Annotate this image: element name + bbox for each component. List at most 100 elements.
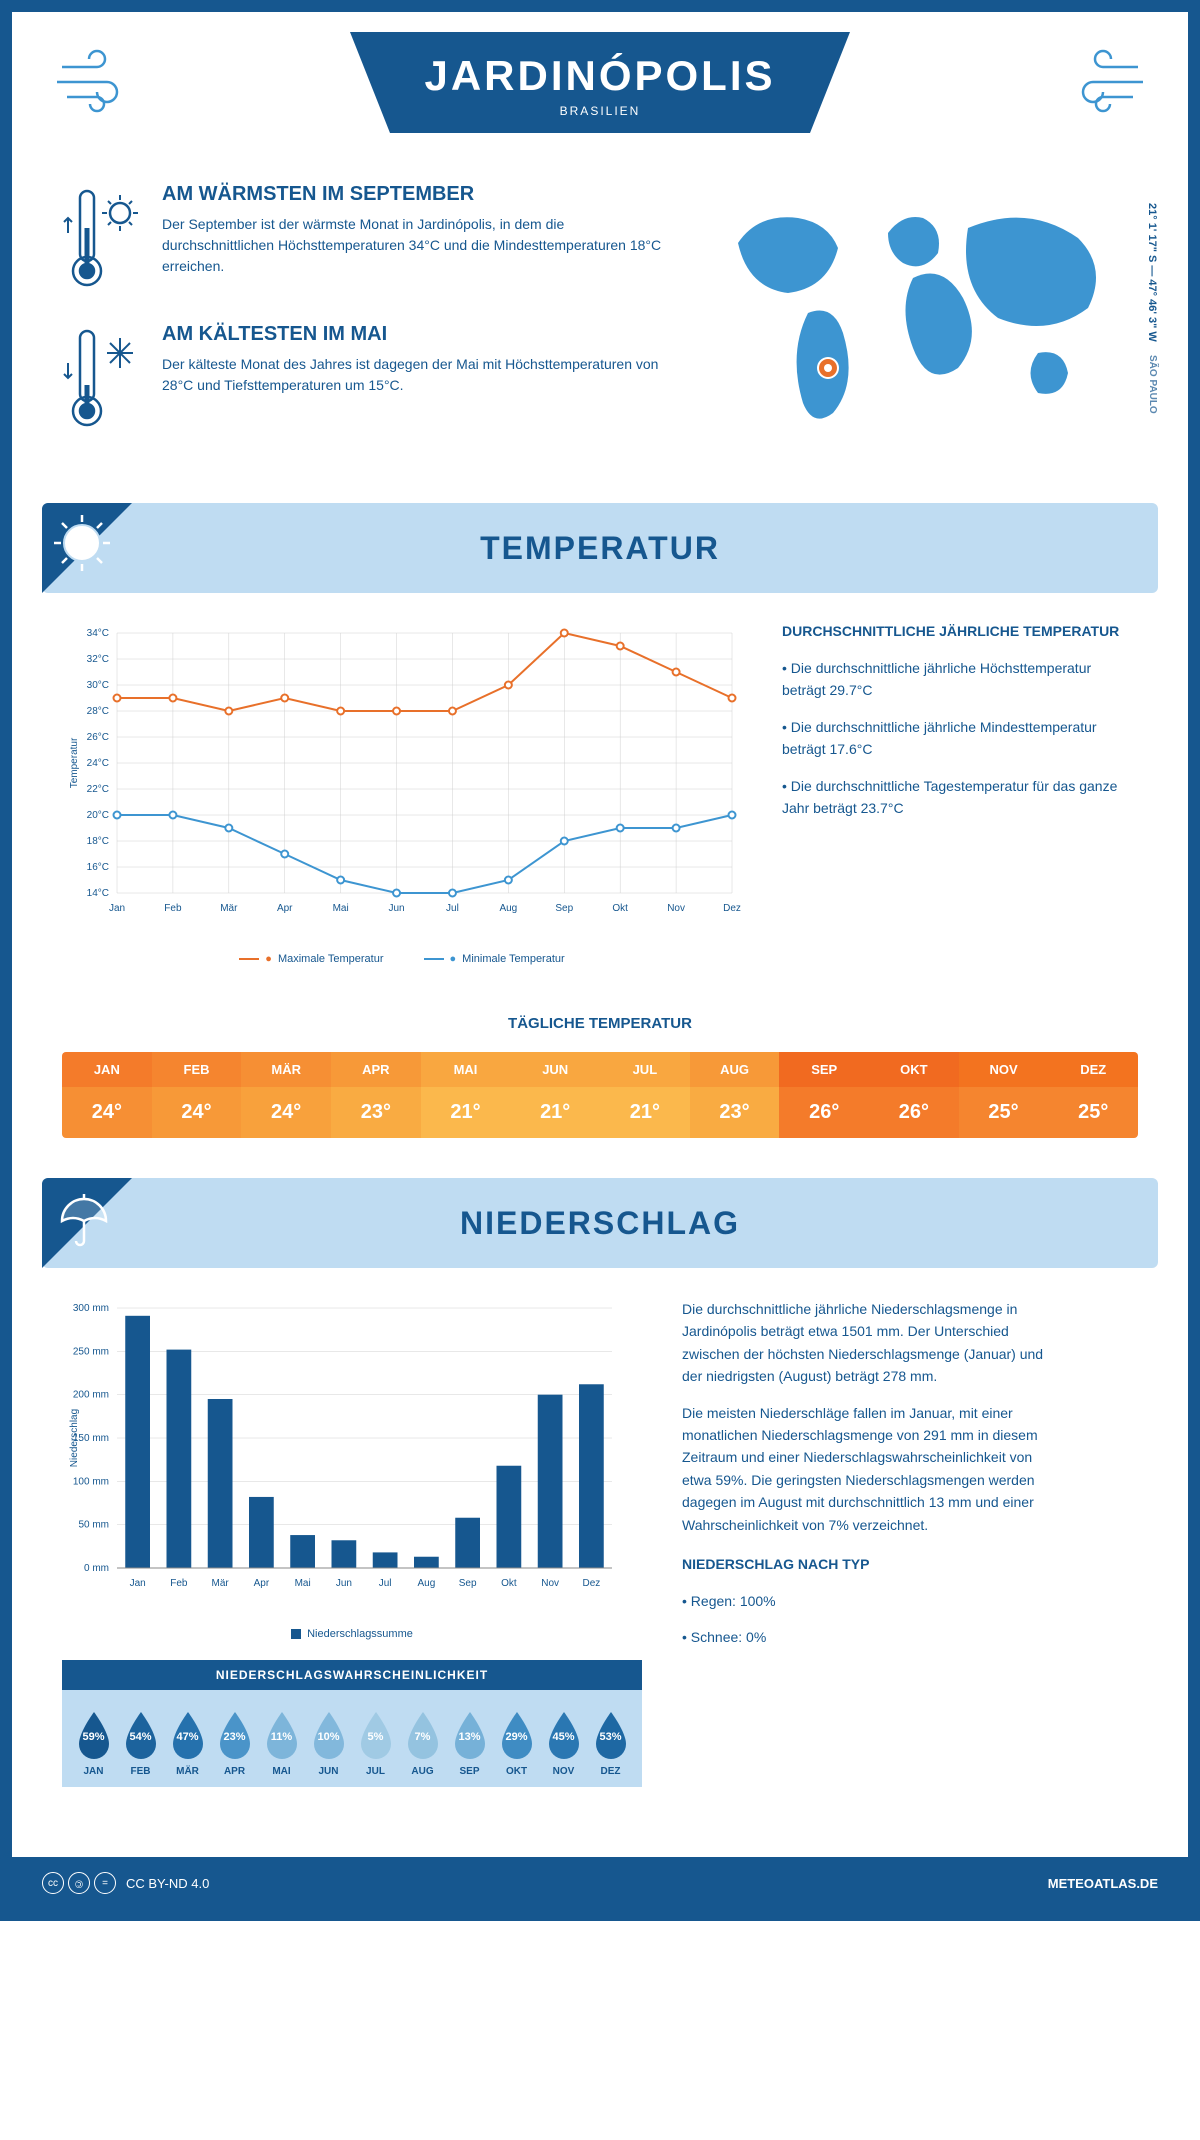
daily-col: MAI21° bbox=[421, 1052, 511, 1138]
precip-type-bullet: • Regen: 100% bbox=[682, 1590, 1062, 1612]
footer: cc 🄯 = CC BY-ND 4.0 METEOATLAS.DE bbox=[12, 1857, 1188, 1909]
svg-text:32°C: 32°C bbox=[87, 654, 109, 665]
nd-icon: = bbox=[94, 1872, 116, 1894]
svg-text:34°C: 34°C bbox=[87, 628, 109, 639]
svg-text:14°C: 14°C bbox=[87, 888, 109, 899]
temp-side: DURCHSCHNITTLICHE JÄHRLICHE TEMPERATUR •… bbox=[782, 623, 1138, 965]
coldest-desc: Der kälteste Monat des Jahres ist dagege… bbox=[162, 354, 668, 396]
svg-text:Feb: Feb bbox=[170, 1578, 188, 1589]
coordinates: 21° 1' 17" S — 47° 46' 3" W SÃO PAULO bbox=[1146, 203, 1158, 414]
drop-item: 59%JAN bbox=[70, 1708, 117, 1777]
wind-icon bbox=[52, 42, 152, 122]
svg-text:Temperatur: Temperatur bbox=[69, 737, 80, 788]
daily-col: JUL21° bbox=[600, 1052, 690, 1138]
country-subtitle: BRASILIEN bbox=[410, 104, 790, 118]
info-left: AM WÄRMSTEN IM SEPTEMBER Der September i… bbox=[62, 183, 668, 463]
daily-col: JUN21° bbox=[510, 1052, 600, 1138]
svg-text:Dez: Dez bbox=[723, 903, 741, 914]
svg-text:Aug: Aug bbox=[499, 903, 517, 914]
umbrella-icon bbox=[50, 1186, 115, 1251]
svg-text:18°C: 18°C bbox=[87, 836, 109, 847]
svg-text:Jan: Jan bbox=[130, 1578, 146, 1589]
temp-title: TEMPERATUR bbox=[480, 530, 720, 567]
precip-type-title: NIEDERSCHLAG NACH TYP bbox=[682, 1556, 1062, 1572]
svg-text:30°C: 30°C bbox=[87, 680, 109, 691]
svg-text:Feb: Feb bbox=[164, 903, 182, 914]
svg-text:Nov: Nov bbox=[667, 903, 685, 914]
svg-text:100 mm: 100 mm bbox=[73, 1476, 109, 1487]
daily-col: NOV25° bbox=[959, 1052, 1049, 1138]
svg-text:24°C: 24°C bbox=[87, 758, 109, 769]
temp-bullet: • Die durchschnittliche jährliche Höchst… bbox=[782, 657, 1138, 702]
svg-text:Jun: Jun bbox=[388, 903, 404, 914]
daily-col: AUG23° bbox=[690, 1052, 780, 1138]
svg-text:200 mm: 200 mm bbox=[73, 1390, 109, 1401]
precip-title: NIEDERSCHLAG bbox=[460, 1205, 740, 1242]
precip-para: Die durchschnittliche jährliche Niedersc… bbox=[682, 1298, 1062, 1388]
drop-item: 53%DEZ bbox=[587, 1708, 634, 1777]
svg-text:Okt: Okt bbox=[501, 1578, 517, 1589]
precip-side: Die durchschnittliche jährliche Niedersc… bbox=[682, 1298, 1062, 1807]
daily-col: OKT26° bbox=[869, 1052, 959, 1138]
coldest-text: AM KÄLTESTEN IM MAI Der kälteste Monat d… bbox=[162, 323, 668, 433]
precip-legend: Niederschlagssumme bbox=[62, 1628, 642, 1640]
svg-text:Apr: Apr bbox=[277, 903, 293, 914]
svg-text:28°C: 28°C bbox=[87, 706, 109, 717]
daily-temp-table: JAN24°FEB24°MÄR24°APR23°MAI21°JUN21°JUL2… bbox=[62, 1052, 1138, 1138]
svg-text:0 mm: 0 mm bbox=[84, 1563, 109, 1574]
svg-text:Jan: Jan bbox=[109, 903, 125, 914]
legend-max: Maximale Temperatur bbox=[278, 953, 384, 965]
license: cc 🄯 = CC BY-ND 4.0 bbox=[42, 1872, 209, 1894]
warmest-title: AM WÄRMSTEN IM SEPTEMBER bbox=[162, 183, 668, 206]
precip-prob-title: NIEDERSCHLAGSWAHRSCHEINLICHKEIT bbox=[62, 1660, 642, 1690]
top-info-row: AM WÄRMSTEN IM SEPTEMBER Der September i… bbox=[12, 163, 1188, 483]
precip-para: Die meisten Niederschläge fallen im Janu… bbox=[682, 1402, 1062, 1536]
svg-text:Mai: Mai bbox=[295, 1578, 311, 1589]
precip-chart-section: 0 mm50 mm100 mm150 mm200 mm250 mm300 mmJ… bbox=[12, 1298, 1188, 1837]
thermometer-cold-icon bbox=[62, 323, 142, 433]
legend-min: Minimale Temperatur bbox=[462, 953, 565, 965]
legend-precip: Niederschlagssumme bbox=[307, 1628, 413, 1640]
daily-col: FEB24° bbox=[152, 1052, 242, 1138]
svg-text:Okt: Okt bbox=[612, 903, 628, 914]
drop-item: 23%APR bbox=[211, 1708, 258, 1777]
site-name: METEOATLAS.DE bbox=[1048, 1876, 1158, 1891]
svg-text:Apr: Apr bbox=[254, 1578, 270, 1589]
precip-type-bullet: • Schnee: 0% bbox=[682, 1626, 1062, 1648]
drops-row: 59%JAN54%FEB47%MÄR23%APR11%MAI10%JUN5%JU… bbox=[62, 1690, 642, 1787]
wind-icon bbox=[1048, 42, 1148, 122]
precip-section-header: NIEDERSCHLAG bbox=[42, 1178, 1158, 1268]
temp-side-title: DURCHSCHNITTLICHE JÄHRLICHE TEMPERATUR bbox=[782, 623, 1138, 639]
drop-item: 5%JUL bbox=[352, 1708, 399, 1777]
svg-text:300 mm: 300 mm bbox=[73, 1303, 109, 1314]
temp-legend: ●Maximale Temperatur ●Minimale Temperatu… bbox=[62, 953, 742, 965]
drop-item: 7%AUG bbox=[399, 1708, 446, 1777]
daily-title: TÄGLICHE TEMPERATUR bbox=[12, 1015, 1188, 1032]
drop-item: 13%SEP bbox=[446, 1708, 493, 1777]
svg-text:Niederschlag: Niederschlag bbox=[69, 1409, 80, 1467]
sun-icon bbox=[50, 511, 115, 576]
svg-text:50 mm: 50 mm bbox=[78, 1520, 109, 1531]
temp-bullet: • Die durchschnittliche Tagestemperatur … bbox=[782, 775, 1138, 820]
temp-chart-section: 14°C16°C18°C20°C22°C24°C26°C28°C30°C32°C… bbox=[12, 623, 1188, 995]
daily-col: DEZ25° bbox=[1048, 1052, 1138, 1138]
svg-text:Dez: Dez bbox=[582, 1578, 600, 1589]
coldest-block: AM KÄLTESTEN IM MAI Der kälteste Monat d… bbox=[62, 323, 668, 433]
svg-text:Mär: Mär bbox=[220, 903, 238, 914]
daily-col: APR23° bbox=[331, 1052, 421, 1138]
svg-text:16°C: 16°C bbox=[87, 862, 109, 873]
svg-text:Aug: Aug bbox=[417, 1578, 435, 1589]
license-text: CC BY-ND 4.0 bbox=[126, 1876, 209, 1891]
daily-col: SEP26° bbox=[779, 1052, 869, 1138]
drop-item: 29%OKT bbox=[493, 1708, 540, 1777]
svg-text:Nov: Nov bbox=[541, 1578, 559, 1589]
thermometer-hot-icon bbox=[62, 183, 142, 293]
warmest-text: AM WÄRMSTEN IM SEPTEMBER Der September i… bbox=[162, 183, 668, 293]
temp-section-header: TEMPERATUR bbox=[42, 503, 1158, 593]
cc-icons: cc 🄯 = bbox=[42, 1872, 116, 1894]
infographic-page: JARDINÓPOLIS BRASILIEN AM WÄRMSTEN IM SE… bbox=[0, 0, 1200, 1921]
coldest-title: AM KÄLTESTEN IM MAI bbox=[162, 323, 668, 346]
drop-item: 10%JUN bbox=[305, 1708, 352, 1777]
temp-bullet: • Die durchschnittliche jährliche Mindes… bbox=[782, 716, 1138, 761]
svg-text:Mär: Mär bbox=[212, 1578, 230, 1589]
